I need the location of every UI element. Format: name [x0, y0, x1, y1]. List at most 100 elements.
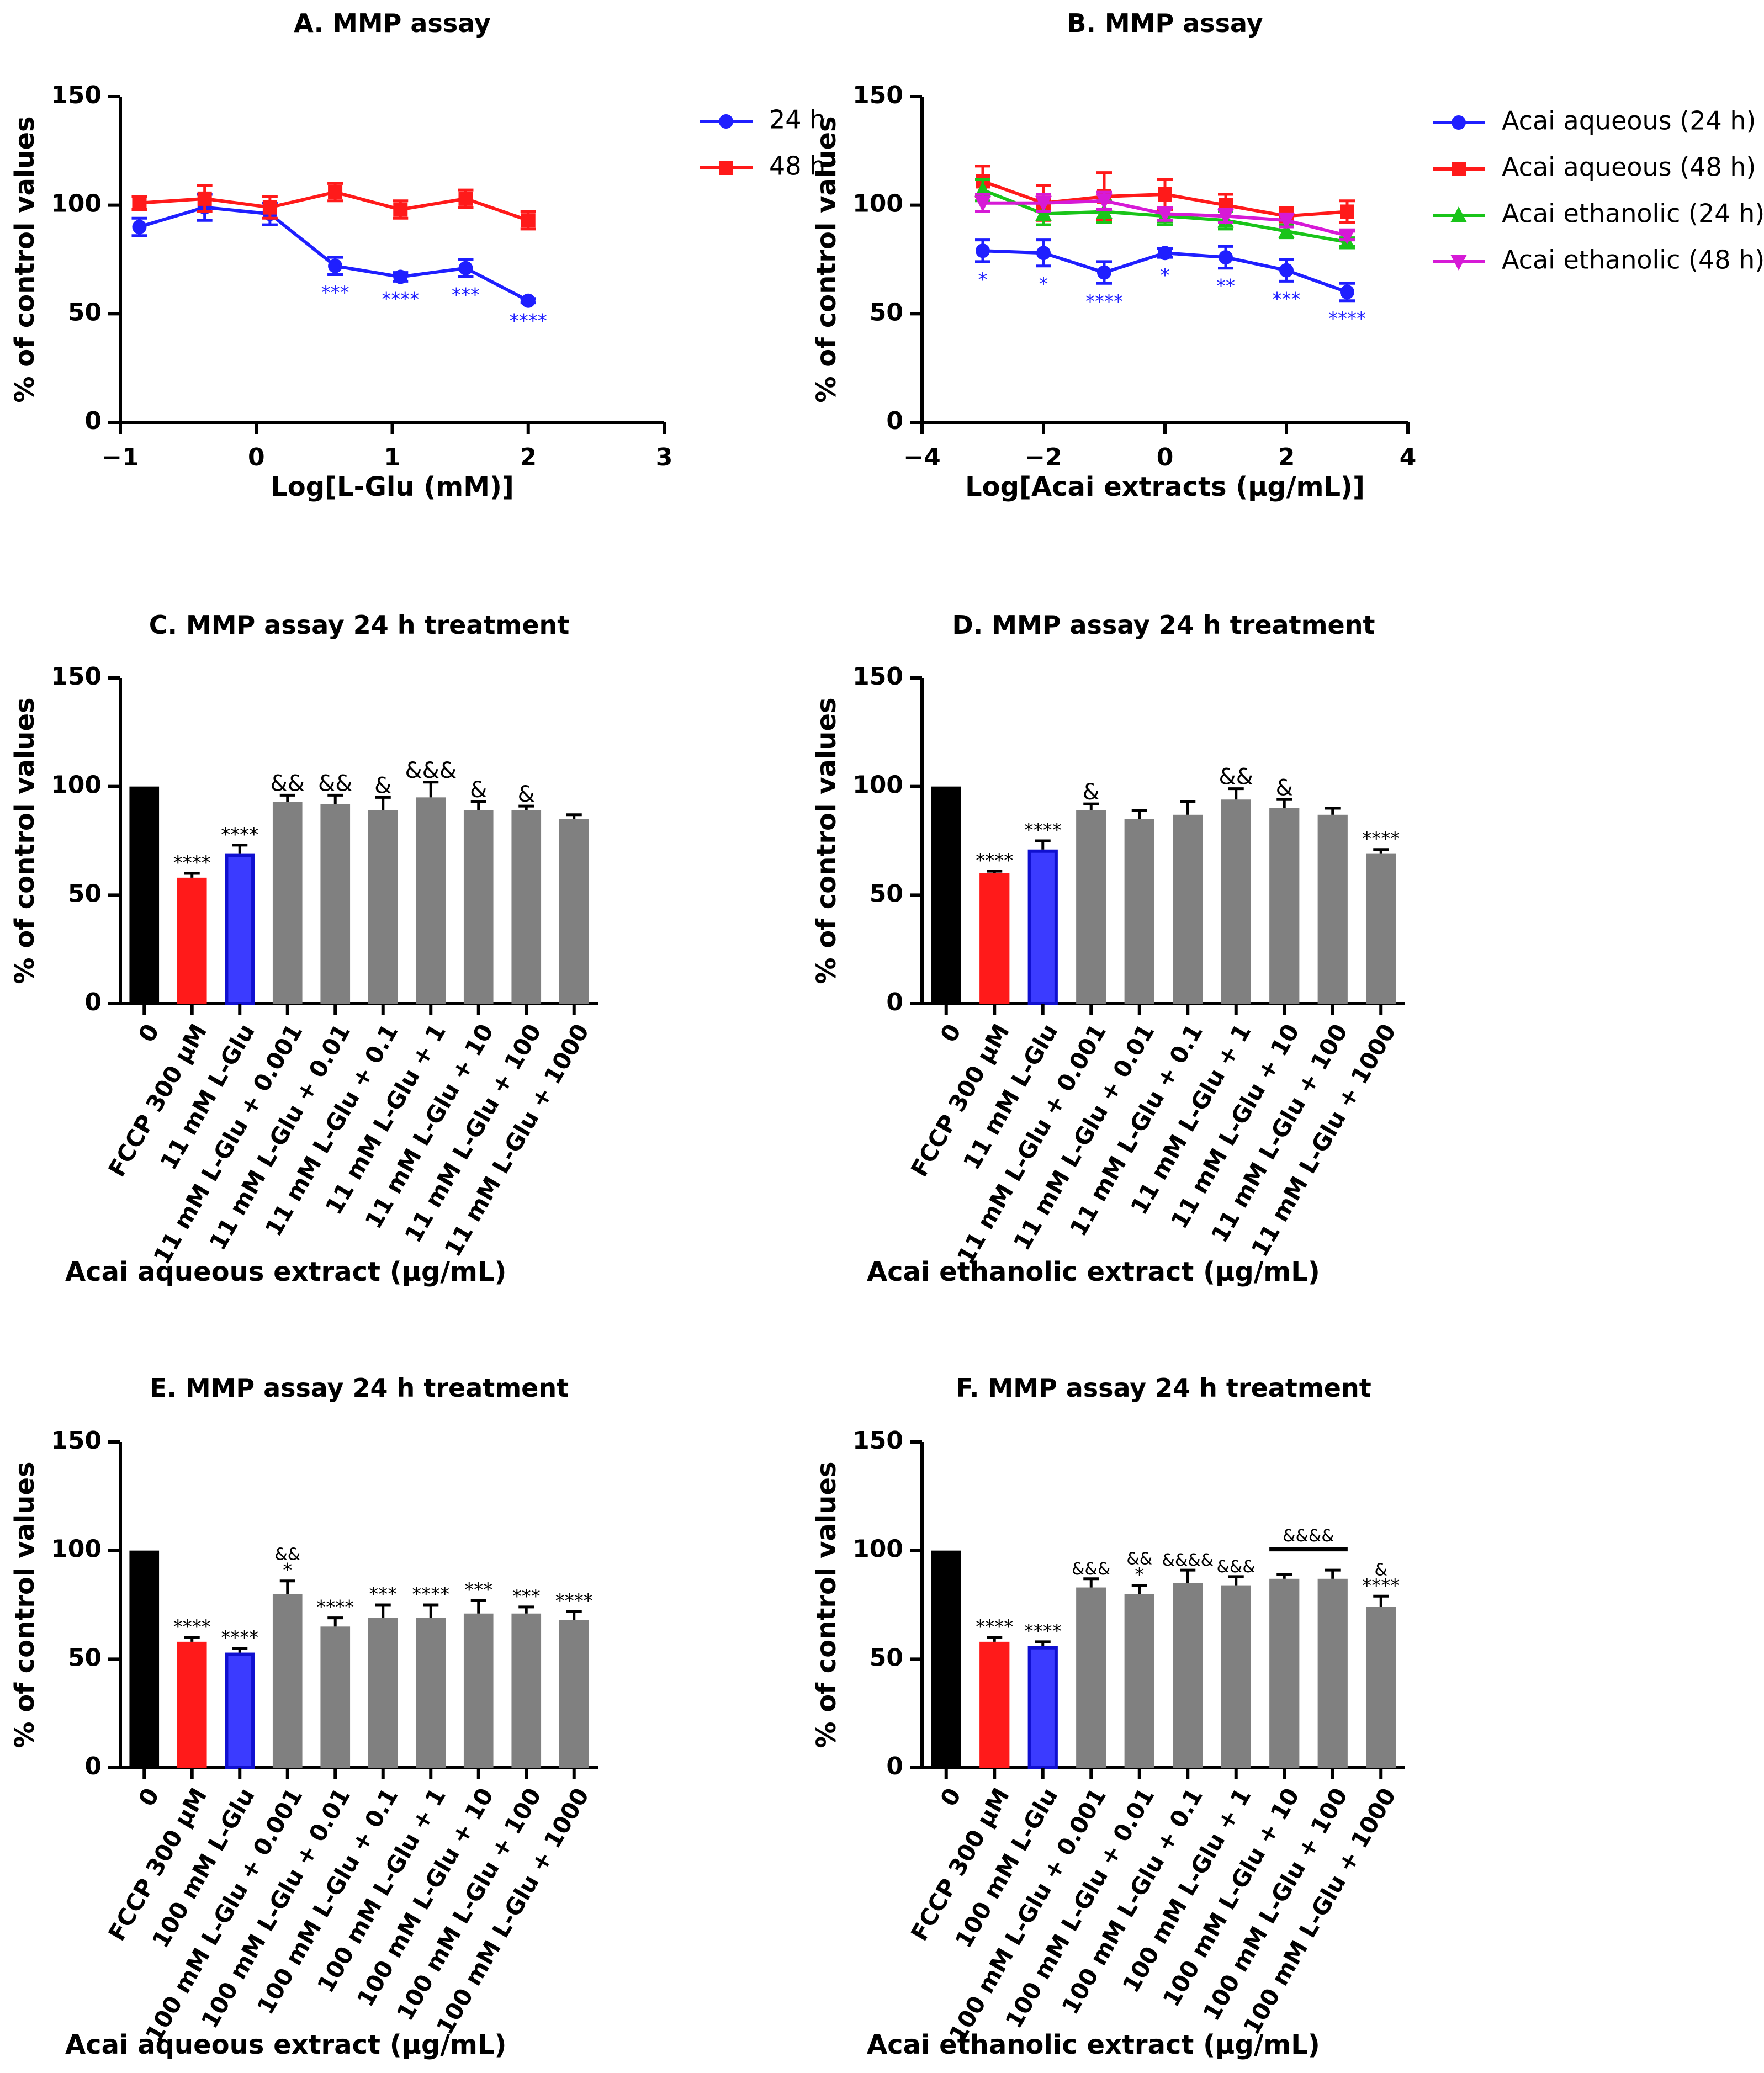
data-point: [1035, 195, 1052, 212]
significance-label: &&: [318, 771, 352, 796]
data-point: [1157, 206, 1173, 223]
significance-label: &: [374, 773, 391, 798]
significance-label: &: [518, 782, 535, 807]
bar: [177, 877, 207, 1004]
y-tick-label: 100: [852, 190, 903, 218]
bar: [1076, 810, 1106, 1004]
bar: [272, 802, 303, 1004]
y-tick-label: 50: [68, 298, 102, 326]
bar: [1027, 849, 1058, 1005]
significance-label: ***: [512, 1586, 541, 1608]
data-point: [976, 243, 990, 258]
significance-label: *: [978, 269, 988, 291]
data-point: [1450, 255, 1467, 271]
data-point: [1452, 115, 1466, 130]
chart-panel-f: F. MMP assay 24 h treatment 0 50 100 150 % of…: [811, 1373, 1405, 2060]
chart-panel-d: D. MMP assay 24 h treatment 0 50 100 150 % of…: [811, 610, 1405, 1287]
y-tick-label: 0: [886, 988, 903, 1016]
y-tick-label: 50: [870, 298, 903, 326]
data-point: [1452, 162, 1466, 176]
significance-label: &&: [1219, 765, 1253, 790]
significance-label: ***: [464, 1579, 492, 1601]
category-label: 0: [935, 1019, 966, 1047]
data-point: [1339, 228, 1355, 245]
data-point: [1096, 193, 1113, 210]
bracket-label: &&&&: [1283, 1526, 1334, 1546]
significance-label: ****: [221, 824, 258, 846]
y-tick-label: 50: [68, 1643, 102, 1672]
category-label: 0: [133, 1019, 165, 1047]
chart-title: E. MMP assay 24 h treatment: [150, 1373, 569, 1403]
significance-label: ****: [1024, 1620, 1062, 1642]
significance-label: ****: [976, 850, 1013, 872]
x-tick-label: 2: [520, 443, 537, 471]
chart-title: D. MMP assay 24 h treatment: [952, 610, 1375, 640]
bar: [1366, 853, 1396, 1004]
significance-label: ****: [173, 1616, 211, 1638]
significance-label: ***: [452, 284, 480, 306]
data-point: [132, 220, 147, 234]
x-tick-label: 1: [384, 443, 401, 471]
bar: [463, 810, 494, 1004]
data-point: [328, 258, 343, 273]
data-point: [1219, 250, 1233, 265]
chart-panel-e: E. MMP assay 24 h treatment 0 50 100 150 % of…: [9, 1373, 598, 2060]
significance-label: &: [470, 777, 487, 803]
data-point: [1158, 187, 1172, 202]
significance-label: ***: [321, 282, 349, 304]
bar: [931, 1550, 961, 1768]
bar: [320, 1626, 351, 1768]
significance-label: ****: [316, 1597, 354, 1619]
category-label: 0: [935, 1783, 966, 1811]
data-point: [521, 213, 536, 228]
bar: [1076, 1587, 1106, 1768]
data-point: [1097, 265, 1111, 280]
y-axis-label: % of control values: [811, 116, 842, 402]
significance-label: ****: [1024, 819, 1062, 841]
significance-label: ****: [1362, 828, 1400, 850]
chart-title: F. MMP assay 24 h treatment: [956, 1373, 1371, 1403]
y-tick-label: 100: [852, 771, 903, 799]
chart-panel-b: B. MMP assay 0 50 100 150 % of control values…: [811, 8, 1764, 502]
y-tick-label: 0: [84, 407, 102, 435]
data-point: [1450, 206, 1467, 222]
significance-label: ***: [369, 1583, 397, 1605]
y-tick-label: 150: [852, 1427, 903, 1455]
y-tick-label: 0: [886, 1752, 903, 1780]
bar: [1317, 814, 1348, 1004]
bar: [1221, 1585, 1251, 1768]
significance-label: ****: [510, 310, 547, 332]
y-tick-label: 50: [870, 1643, 903, 1672]
bar: [511, 1613, 542, 1768]
y-tick-label: 100: [852, 1535, 903, 1563]
category-label: 0: [133, 1783, 165, 1811]
data-point: [719, 161, 733, 175]
data-point: [1340, 285, 1354, 299]
data-point: [393, 269, 408, 284]
significance-label: &&&: [405, 758, 457, 783]
bar: [1269, 808, 1300, 1004]
data-point: [393, 202, 408, 217]
y-tick-label: 50: [870, 879, 903, 908]
y-tick-label: 0: [84, 988, 102, 1016]
x-axis-label: Log[L-Glu (mM)]: [271, 471, 514, 502]
legend-label: Acai ethanolic (48 h): [1502, 245, 1764, 275]
significance-label: &&: [271, 771, 305, 796]
significance-label: *: [1039, 273, 1048, 295]
significance-label: ****: [1085, 290, 1123, 312]
bar: [320, 804, 351, 1004]
significance-label: *: [1161, 264, 1170, 287]
y-axis-label: % of control values: [9, 1461, 40, 1748]
significance-label: *: [1135, 1564, 1144, 1586]
significance-label: ****: [1328, 308, 1366, 330]
x-tick-label: −2: [1025, 443, 1062, 471]
x-tick-label: 4: [1400, 443, 1417, 471]
y-axis-label: % of control values: [811, 1461, 842, 1748]
bar: [559, 819, 589, 1004]
bar: [225, 853, 255, 1005]
significance-label: ****: [555, 1590, 593, 1612]
x-tick-label: 3: [656, 443, 673, 471]
significance-label: ****: [382, 288, 419, 310]
y-tick-label: 0: [84, 1752, 102, 1780]
bar: [368, 810, 398, 1004]
